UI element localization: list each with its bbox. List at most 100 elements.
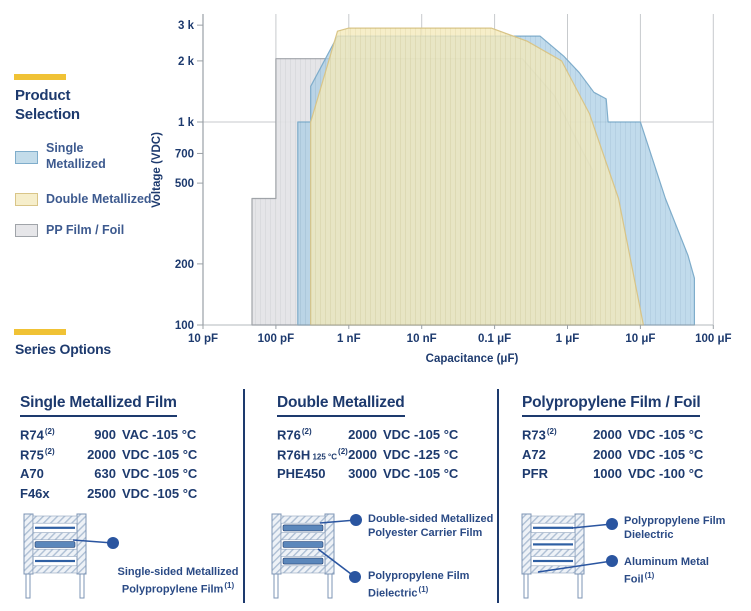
product-selection-title-line1: Product (15, 87, 71, 104)
callout-line (537, 560, 613, 573)
callout-label: Polypropylene Film Dielectric (624, 515, 726, 541)
callout-line (319, 519, 357, 524)
callout-label: Double-sided Metallized Polyester Carrier… (368, 513, 494, 539)
series-table-single-metallized: R74(2) 900 VAC -105 °C R75(2) 2000 VDC -105 °… (20, 427, 240, 505)
series-voltage-value: 2000 (593, 446, 622, 462)
series-row-a70: A70 630 VDC -105 °C (20, 466, 240, 486)
series-rating-text: VDC -105 °C (122, 466, 198, 481)
series-table-double-metallized: R76(2) 2000 VDC -105 °C R76H 125 °C(2) 2000 V… (277, 427, 492, 486)
voltage-capacitance-chart: 100 200 500 700 1 k 2 k 3 k 10 pF 100 pF 1 nF 10 n… (151, 14, 732, 365)
series-name: F46x (20, 485, 50, 501)
legend-label-pp-film-foil: PP Film / Foil (46, 223, 125, 237)
series-row-phe450: PHE450 3000 VDC -105 °C (277, 466, 492, 486)
series-voltage-value: 1000 (593, 466, 622, 481)
series-name: A70 (20, 466, 44, 481)
capacitor-diagram-film-foil (521, 513, 585, 599)
series-rating-text: VAC -105 °C (122, 427, 197, 443)
column-header-polypropylene-film-foil: Polypropylene Film / Foil (522, 394, 701, 417)
series-name: R74(2) (20, 427, 55, 443)
series-row-a72: A72 2000 VDC -105 °C (522, 447, 747, 467)
series-name: PHE450 (277, 466, 326, 481)
column-header-single-metallized-film: Single Metallized Film (20, 394, 177, 417)
series-row-r75: R75(2) 2000 VDC -105 °C (20, 447, 240, 467)
y-tick-label: 1 k (178, 117, 195, 129)
callout-label: Aluminum Metal Foil(1) (624, 556, 709, 586)
series-voltage-value: 900 (94, 427, 116, 443)
x-tick-label: 0.1 μF (478, 333, 511, 345)
legend-swatch-single-metallized (15, 151, 38, 164)
product-selection-accent-bar (14, 74, 66, 80)
callout-label: Single-sided Metallized Polypropylene Fil… (117, 566, 239, 596)
x-tick-label: 1 μF (556, 333, 580, 345)
series-rating-text: VDC -105 °C (122, 485, 198, 501)
series-options-title: Series Options (15, 341, 112, 357)
series-voltage-value: 2000 (87, 446, 116, 462)
legend-item-double-metallized: Double Metallized (15, 191, 152, 207)
series-options-accent-bar (14, 329, 66, 335)
x-tick-label: 100 μF (695, 333, 731, 345)
x-axis-title: Capacitance (μF) (426, 353, 519, 365)
x-tick-label: 1 nF (337, 333, 361, 345)
series-voltage-value: 630 (94, 466, 116, 481)
callout-label: Polypropylene Film Dielectric(1) (368, 570, 470, 600)
series-name: R75(2) (20, 446, 55, 462)
capacitor-diagram-double-metallized (271, 513, 335, 599)
series-voltage-value: 2000 (348, 427, 377, 443)
y-tick-label: 200 (175, 259, 194, 271)
legend-item-single-metallized: Single Metallized (15, 140, 106, 172)
y-tick-label: 100 (175, 320, 194, 332)
region-double-metallized (310, 27, 645, 326)
callout-line (317, 548, 356, 578)
series-name: A72 (522, 446, 546, 462)
y-tick-label: 3 k (178, 20, 195, 32)
legend-item-pp-film-foil: PP Film / Foil (15, 222, 124, 238)
callout-line (571, 523, 613, 529)
x-tick-label: 100 pF (258, 333, 294, 345)
x-tick-label: 10 nF (407, 333, 437, 345)
series-rating-text: VDC -105 °C (122, 446, 198, 462)
series-rating-text: VDC -100 °C (628, 466, 704, 481)
y-axis-title: Voltage (VDC) (151, 132, 163, 208)
column-divider-2 (497, 389, 499, 603)
series-name: R76H 125 °C(2) (277, 446, 348, 462)
series-voltage-value: 2000 (348, 446, 377, 462)
series-row-r76h: R76H 125 °C(2) 2000 VDC -125 °C (277, 447, 492, 467)
legend-label-double-metallized: Double Metallized (46, 192, 152, 206)
series-rating-text: VDC -105 °C (383, 466, 459, 481)
chart-axes (197, 14, 714, 329)
series-table-polypropylene: R73(2) 2000 VDC -105 °C A72 2000 VDC -105 °C P… (522, 427, 747, 486)
series-row-f46x: F46x 2500 VDC -105 °C (20, 486, 240, 506)
column-header-double-metallized: Double Metallized (277, 394, 405, 417)
series-row-pfr: PFR 1000 VDC -100 °C (522, 466, 747, 486)
product-selection-title: Product Selection (15, 86, 80, 124)
series-row-r74: R74(2) 900 VAC -105 °C (20, 427, 240, 447)
series-rating-text: VDC -125 °C (383, 446, 459, 462)
column-divider-1 (243, 389, 245, 603)
legend-label-single-metallized: Single Metallized (46, 141, 106, 171)
series-rating-text: VDC -105 °C (628, 427, 704, 443)
series-row-r76: R76(2) 2000 VDC -105 °C (277, 427, 492, 447)
callout-dot (107, 537, 119, 549)
series-voltage-value: 2500 (87, 485, 116, 501)
y-tick-label: 500 (175, 178, 194, 190)
legend-swatch-pp-film-foil (15, 224, 38, 237)
callout-dot (606, 555, 618, 567)
series-row-r73: R73(2) 2000 VDC -105 °C (522, 427, 747, 447)
series-voltage-value: 2000 (593, 427, 622, 443)
y-tick-label: 700 (175, 148, 194, 160)
x-tick-label: 10 pF (188, 333, 218, 345)
callout-dot (606, 518, 618, 530)
legend-swatch-double-metallized (15, 193, 38, 206)
callout-dot (350, 514, 362, 526)
x-tick-label: 10 μF (625, 333, 655, 345)
series-voltage-value: 3000 (348, 466, 377, 481)
callout-line (72, 539, 114, 544)
y-tick-label: 2 k (178, 56, 195, 68)
capacitor-construction-diagrams (23, 513, 618, 599)
callout-dot (349, 571, 361, 583)
capacitor-diagram-single-metallized (23, 513, 87, 599)
series-rating-text: VDC -105 °C (628, 446, 704, 462)
series-name: PFR (522, 466, 548, 481)
series-rating-text: VDC -105 °C (383, 427, 459, 443)
